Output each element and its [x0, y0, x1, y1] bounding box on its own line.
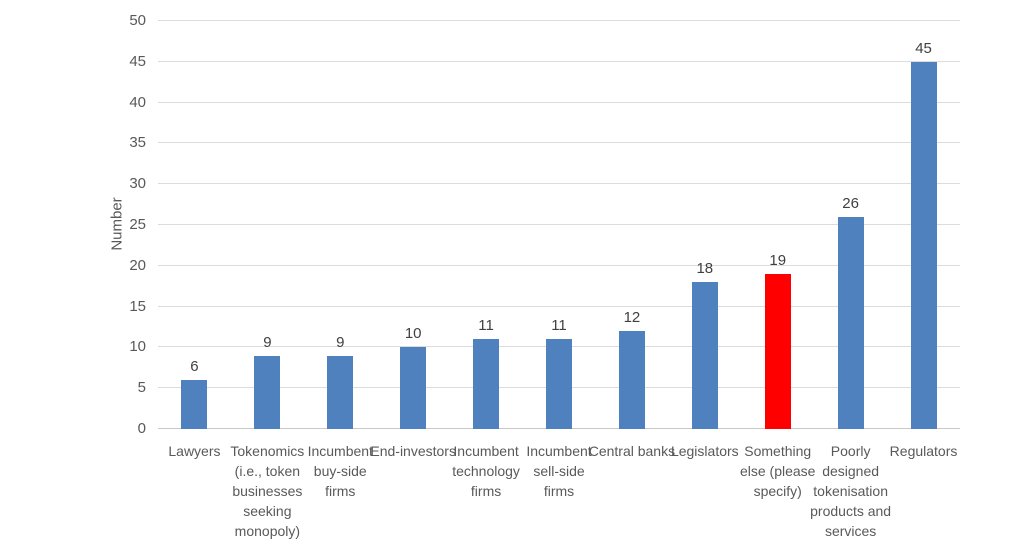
- bar: [910, 61, 937, 429]
- bar-value-label: 10: [404, 325, 422, 343]
- gridline: [158, 264, 960, 266]
- bar: [473, 339, 500, 429]
- y-tick-label: 10: [129, 338, 146, 356]
- y-tick-label: 0: [137, 420, 146, 437]
- x-axis-category-label: Regulators: [889, 443, 958, 459]
- y-tick-label: 50: [129, 12, 146, 29]
- bar: [327, 355, 354, 429]
- bar-value-label: 6: [190, 358, 199, 376]
- bar: [254, 355, 281, 429]
- bar-value-label: 9: [336, 333, 345, 351]
- y-tick-label: 35: [129, 134, 146, 152]
- gridline: [158, 20, 960, 21]
- y-tick-label: 45: [129, 52, 146, 70]
- x-axis-category-label: End-investors: [370, 443, 456, 459]
- x-axis-category-label: Tokenomics (i.e., token businesses seeki…: [230, 443, 305, 539]
- gridline: [158, 183, 960, 185]
- bar: [546, 339, 572, 429]
- plot-area: 6 9 9 10 11 11 12 18 19 26 45: [158, 20, 960, 429]
- x-axis-category-label: Poorly designed tokenisation products an…: [810, 443, 892, 539]
- y-tick-label: 15: [129, 297, 146, 315]
- bar-value-label: 45: [915, 39, 932, 57]
- gridline: [158, 142, 960, 144]
- bar-value-label: 12: [623, 309, 641, 327]
- bar-value-label: 19: [769, 251, 787, 269]
- x-axis-category-label: Incumbent technology firms: [452, 443, 520, 499]
- y-tick-label: 30: [129, 175, 146, 193]
- x-axis-category-label: Incumbent buy-side firms: [307, 443, 373, 499]
- x-axis-category-label: Legislators: [670, 443, 739, 459]
- gridline: [158, 224, 960, 225]
- bar: [181, 380, 208, 429]
- x-axis-category-label: Something else (please specify): [739, 443, 816, 499]
- y-tick-label: 40: [129, 93, 146, 111]
- x-axis-category-label: Central banks: [588, 443, 676, 459]
- x-axis-category-label: Incumbent sell-side firms: [526, 443, 592, 499]
- y-tick-label: 5: [137, 379, 146, 397]
- bar: [691, 282, 718, 429]
- gridline: [158, 60, 960, 62]
- bar: [400, 347, 427, 429]
- y-tick-label: 20: [129, 256, 146, 274]
- bar: [764, 273, 791, 429]
- gridline: [158, 101, 960, 103]
- bar-value-label: 11: [478, 317, 494, 335]
- y-tick-label: 25: [129, 216, 146, 233]
- bar-value-label: 11: [551, 317, 567, 335]
- bar: [618, 331, 645, 429]
- bar-value-label: 26: [842, 194, 859, 212]
- bar-value-label: 9: [263, 333, 272, 351]
- bar: [837, 216, 864, 429]
- bar-value-label: 18: [696, 260, 714, 278]
- x-axis-category-label: Lawyers: [168, 443, 221, 459]
- gridline: [158, 305, 960, 307]
